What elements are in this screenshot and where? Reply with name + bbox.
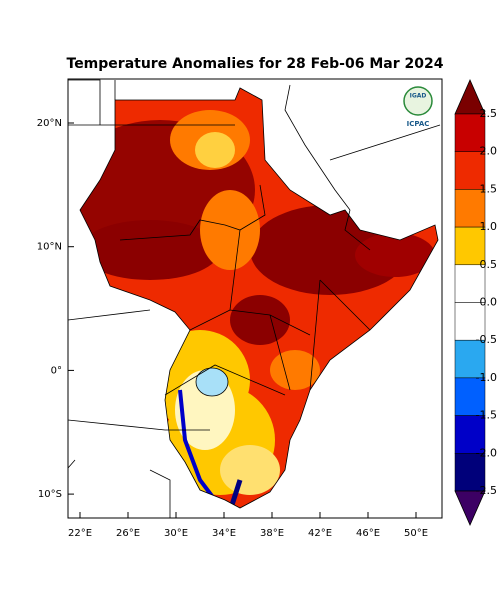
- colorbar-label: -2.5: [476, 484, 497, 497]
- lat-tick-label: 20°N: [37, 118, 62, 129]
- borders: [67, 79, 441, 518]
- colorbar-label: 2.5: [480, 107, 498, 120]
- logo-org: ICPAC: [407, 120, 430, 128]
- colorbar-label: 0.0: [480, 296, 498, 309]
- lon-tick-label: 30°E: [164, 528, 188, 539]
- colorbar-label: 2.0: [480, 145, 498, 158]
- colorbar-bin: [454, 453, 486, 492]
- lat-tick-label: 10°N: [37, 242, 62, 253]
- colorbar-arrow-bottom: [454, 490, 486, 526]
- colorbar-label: 1.5: [480, 182, 498, 195]
- map-title: Temperature Anomalies for 28 Feb-06 Mar …: [67, 56, 444, 72]
- lon-tick-label: 22°E: [68, 528, 92, 539]
- colorbar-bin: [454, 377, 486, 416]
- colorbar-bin: [454, 302, 486, 341]
- logo: IGAD ICPAC: [403, 86, 433, 128]
- colorbar-label: -0.5: [476, 333, 497, 346]
- colorbar-bin: [454, 113, 486, 152]
- colorbar-label: 1.0: [480, 220, 498, 233]
- colorbar-bin: [454, 151, 486, 190]
- colorbar-label: -1.5: [476, 409, 497, 422]
- map-frame: [67, 78, 443, 519]
- colorbar-label: 0.5: [480, 258, 498, 271]
- colorbar-bin: [454, 339, 486, 379]
- lon-tick-label: 50°E: [404, 528, 428, 539]
- lat-tick-label: 0°: [51, 365, 62, 376]
- logo-name: IGAD: [410, 93, 427, 100]
- colorbar-bin: [454, 415, 486, 454]
- lon-tick-label: 26°E: [116, 528, 140, 539]
- colorbar-label: -2.0: [476, 446, 497, 459]
- lon-tick-label: 34°E: [212, 528, 236, 539]
- lon-tick-label: 46°E: [356, 528, 380, 539]
- lat-tick-label: 10°S: [38, 489, 62, 500]
- colorbar-label: -1.0: [476, 371, 497, 384]
- lon-tick-label: 42°E: [308, 528, 332, 539]
- lon-tick-label: 38°E: [260, 528, 284, 539]
